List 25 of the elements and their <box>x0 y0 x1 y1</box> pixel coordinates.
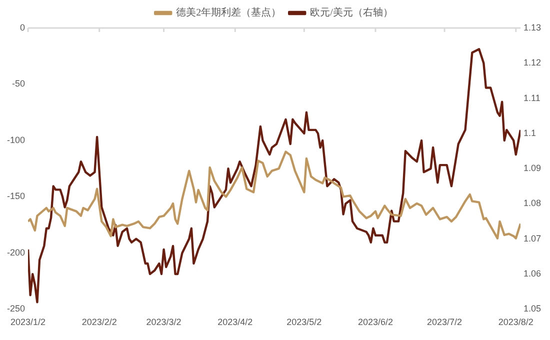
y2-tick-label: 1.11 <box>523 92 540 103</box>
y2-tick-label: 1.05 <box>523 304 542 314</box>
y2-tick-label: 1.08 <box>523 198 542 208</box>
x-tick-label: 2023/8/2 <box>498 317 534 328</box>
y2-tick-label: 1.1 <box>523 128 536 138</box>
y-tick-label: 0 <box>20 22 26 32</box>
y2-tick-label: 1.09 <box>523 163 542 174</box>
x-tick-label: 2023/1/2 <box>10 317 46 328</box>
x-tick-label: 2023/6/2 <box>358 317 394 328</box>
y2-tick-label: 1.07 <box>523 233 542 244</box>
y-tick-label: -50 <box>12 78 26 89</box>
y2-tick-label: 1.06 <box>523 268 542 279</box>
legend-label: 欧元/美元（右轴） <box>310 6 393 19</box>
x-tick-label: 2023/4/2 <box>218 317 253 328</box>
y-tick-label: -100 <box>7 134 26 145</box>
y-tick-label: -250 <box>7 304 26 314</box>
x-tick-label: 2023/7/2 <box>427 317 462 328</box>
x-tick-label: 2023/3/2 <box>146 317 182 328</box>
legend-label: 德美2年期利差（基点） <box>176 6 282 19</box>
x-tick-label: 2023/5/2 <box>286 317 322 328</box>
y2-tick-label: 1.13 <box>523 22 542 32</box>
y-tick-label: -150 <box>7 191 26 202</box>
y2-tick-label: 1.12 <box>523 58 542 68</box>
y-tick-label: -200 <box>7 247 26 258</box>
x-tick-label: 2023/2/2 <box>82 317 117 328</box>
